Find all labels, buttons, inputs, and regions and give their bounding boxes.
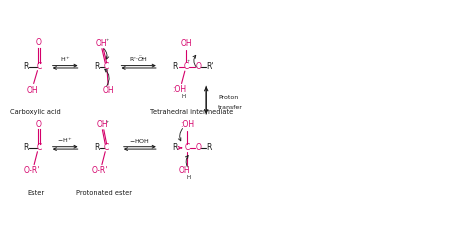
Text: O: O bbox=[36, 120, 42, 128]
Text: Ester: Ester bbox=[27, 190, 44, 196]
Text: OH: OH bbox=[102, 86, 114, 95]
Text: C: C bbox=[184, 143, 190, 152]
Text: C: C bbox=[36, 143, 42, 152]
Text: R': R' bbox=[206, 62, 213, 71]
Text: OH: OH bbox=[181, 39, 192, 48]
Text: R: R bbox=[173, 143, 178, 152]
Text: OH: OH bbox=[96, 39, 107, 48]
Text: C: C bbox=[104, 143, 109, 152]
Text: $^+$: $^+$ bbox=[186, 60, 192, 65]
Text: Tetrahedral intermediate: Tetrahedral intermediate bbox=[150, 109, 234, 115]
Text: R: R bbox=[206, 143, 212, 152]
Text: O: O bbox=[36, 38, 42, 47]
Text: C: C bbox=[183, 62, 189, 71]
Text: C: C bbox=[36, 62, 42, 71]
Text: R'$\cdot\ddot{O}$H: R'$\cdot\ddot{O}$H bbox=[129, 55, 148, 64]
Text: Proton: Proton bbox=[218, 95, 238, 100]
Text: O: O bbox=[195, 143, 201, 152]
Text: Carboxylic acid: Carboxylic acid bbox=[10, 109, 61, 115]
Text: $-$H$^+$: $-$H$^+$ bbox=[57, 136, 73, 145]
Text: O: O bbox=[195, 62, 201, 71]
Text: :OH: :OH bbox=[172, 85, 186, 94]
Text: OH: OH bbox=[179, 166, 191, 175]
Text: $^+$: $^+$ bbox=[105, 120, 111, 125]
Text: R: R bbox=[23, 143, 29, 152]
Text: $-$HOH: $-$HOH bbox=[129, 137, 150, 145]
Text: R: R bbox=[94, 143, 100, 152]
Text: OH: OH bbox=[27, 86, 38, 95]
Text: :OH: :OH bbox=[180, 120, 194, 129]
Text: R: R bbox=[94, 62, 100, 71]
Text: R: R bbox=[173, 62, 178, 71]
Text: OH: OH bbox=[97, 120, 108, 129]
Text: transfer: transfer bbox=[218, 105, 243, 110]
Text: H$^+$: H$^+$ bbox=[60, 55, 71, 64]
Text: O-R': O-R' bbox=[24, 166, 40, 175]
Text: C: C bbox=[104, 62, 109, 71]
Text: H: H bbox=[182, 94, 186, 99]
Text: O-R': O-R' bbox=[91, 166, 108, 175]
Text: R: R bbox=[23, 62, 29, 71]
Text: $^+$: $^+$ bbox=[105, 38, 110, 43]
Text: Protonated ester: Protonated ester bbox=[76, 190, 132, 196]
Text: H: H bbox=[186, 175, 190, 180]
